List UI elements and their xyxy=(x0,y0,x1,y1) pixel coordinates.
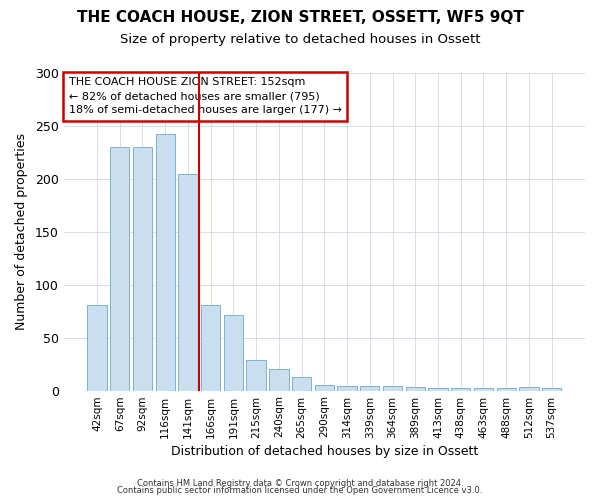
Bar xyxy=(201,304,220,390)
Bar xyxy=(88,304,107,390)
Bar xyxy=(155,134,175,390)
Bar xyxy=(292,377,311,390)
Bar xyxy=(360,386,379,390)
Bar xyxy=(383,386,402,390)
Bar xyxy=(406,388,425,390)
Text: Size of property relative to detached houses in Ossett: Size of property relative to detached ho… xyxy=(120,32,480,46)
Bar xyxy=(337,386,357,390)
Text: Contains public sector information licensed under the Open Government Licence v3: Contains public sector information licen… xyxy=(118,486,482,495)
Bar xyxy=(133,146,152,390)
Text: Contains HM Land Registry data © Crown copyright and database right 2024.: Contains HM Land Registry data © Crown c… xyxy=(137,478,463,488)
Bar xyxy=(474,388,493,390)
Bar xyxy=(247,360,266,390)
Bar xyxy=(497,388,516,390)
Bar xyxy=(178,174,197,390)
Bar xyxy=(269,370,289,390)
Bar xyxy=(451,388,470,390)
Text: THE COACH HOUSE ZION STREET: 152sqm
← 82% of detached houses are smaller (795)
1: THE COACH HOUSE ZION STREET: 152sqm ← 82… xyxy=(69,78,342,116)
X-axis label: Distribution of detached houses by size in Ossett: Distribution of detached houses by size … xyxy=(171,444,478,458)
Bar xyxy=(428,388,448,390)
Y-axis label: Number of detached properties: Number of detached properties xyxy=(15,133,28,330)
Text: THE COACH HOUSE, ZION STREET, OSSETT, WF5 9QT: THE COACH HOUSE, ZION STREET, OSSETT, WF… xyxy=(77,10,523,25)
Bar xyxy=(110,146,130,390)
Bar xyxy=(314,386,334,390)
Bar xyxy=(542,388,562,390)
Bar xyxy=(224,316,243,390)
Bar xyxy=(519,388,539,390)
